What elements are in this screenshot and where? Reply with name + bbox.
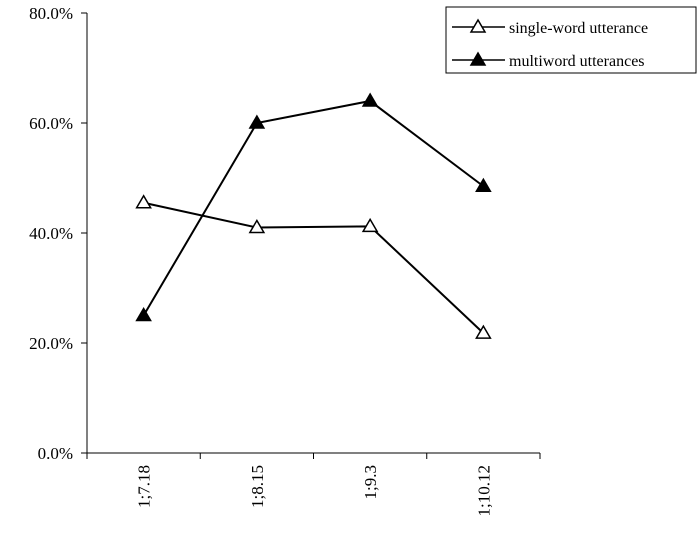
open-triangle-point: [135, 194, 152, 209]
y-tick-label: 80.0%: [29, 4, 73, 23]
x-tick-label: 1;7.18: [135, 465, 154, 508]
x-tick-label: 1;9.3: [361, 465, 380, 499]
legend-entry-single-word: single-word utterance: [452, 18, 648, 37]
legend-box: [445, 6, 697, 74]
legend-filled-triangle-marker: [469, 51, 487, 66]
filled-triangle-point: [248, 114, 266, 129]
open-triangle-point: [248, 219, 266, 234]
legend-open-triangle-marker: [469, 18, 487, 33]
y-tick-label: 60.0%: [29, 114, 73, 133]
legend-entry-multiword: multiword utterances: [452, 51, 645, 70]
legend-label-multiword: multiword utterances: [509, 53, 645, 70]
series-line-0: [143, 201, 485, 334]
x-axis-ticks: 1;7.18 1;8.15 1;9.3 1;10.12: [86, 453, 541, 516]
y-axis-ticks: 0.0% 20.0% 40.0% 60.0% 80.0%: [29, 4, 87, 463]
y-tick-label: 20.0%: [29, 334, 73, 353]
x-tick-label: 1;10.12: [474, 465, 493, 516]
series-layer: [135, 92, 492, 339]
open-triangle-point: [475, 324, 492, 339]
legend: single-word utterance multiword utteranc…: [445, 6, 697, 74]
legend-label-single-word: single-word utterance: [509, 20, 648, 37]
filled-triangle-point: [361, 92, 379, 107]
x-tick-label: 1;8.15: [248, 465, 267, 508]
series-line-1: [142, 99, 484, 317]
y-tick-label: 40.0%: [29, 224, 73, 243]
axes: [86, 13, 540, 454]
filled-triangle-point: [135, 307, 152, 322]
open-triangle-point: [361, 217, 379, 233]
y-tick-label: 0.0%: [38, 444, 73, 463]
filled-triangle-point: [475, 177, 492, 192]
